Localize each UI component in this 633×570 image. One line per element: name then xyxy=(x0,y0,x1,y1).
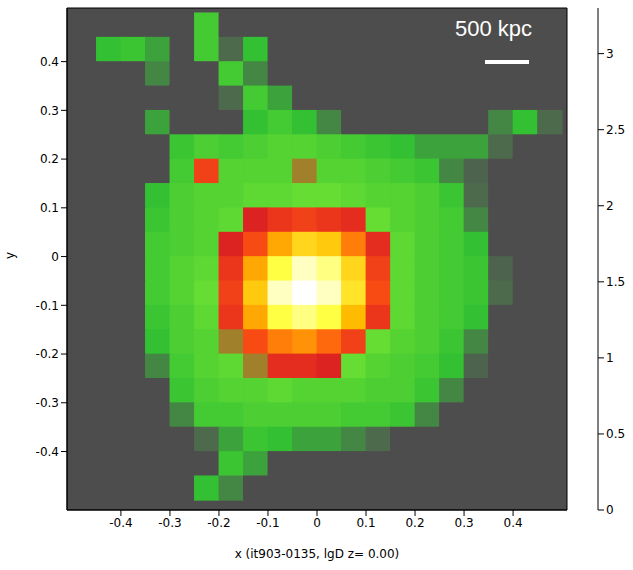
svg-text:0.1: 0.1 xyxy=(40,201,59,215)
svg-text:0.3: 0.3 xyxy=(455,516,474,530)
svg-text:-0.4: -0.4 xyxy=(36,445,59,459)
svg-text:0: 0 xyxy=(313,516,321,530)
svg-text:-0.2: -0.2 xyxy=(207,516,230,530)
svg-text:-0.3: -0.3 xyxy=(158,516,181,530)
svg-text:0: 0 xyxy=(606,503,614,517)
svg-text:-0.2: -0.2 xyxy=(36,347,59,361)
svg-text:0: 0 xyxy=(51,250,59,264)
svg-text:0.2: 0.2 xyxy=(40,152,59,166)
html-text:500 kpc: 500 kpc xyxy=(455,16,533,41)
svg-text:-0.1: -0.1 xyxy=(36,299,59,313)
svg-text:0.4: 0.4 xyxy=(504,516,523,530)
svg-text:1: 1 xyxy=(606,351,614,365)
svg-text:x (it903-0135, lgD z= 0.00): x (it903-0135, lgD z= 0.00) xyxy=(235,547,400,561)
svg-text:0.2: 0.2 xyxy=(405,516,424,530)
svg-text:-0.1: -0.1 xyxy=(256,516,279,530)
svg-text:y: y xyxy=(3,252,17,259)
svg-text:-0.4: -0.4 xyxy=(109,516,132,530)
svg-text:2: 2 xyxy=(606,199,614,213)
svg-text:0.4: 0.4 xyxy=(40,55,59,69)
svg-text:0.1: 0.1 xyxy=(356,516,375,530)
svg-text:3: 3 xyxy=(606,47,614,61)
svg-text:2.5: 2.5 xyxy=(606,123,625,137)
svg-text:0.5: 0.5 xyxy=(606,427,625,441)
svg-text:-0.3: -0.3 xyxy=(36,396,59,410)
svg-text:0.3: 0.3 xyxy=(40,104,59,118)
svg-text:1.5: 1.5 xyxy=(606,275,625,289)
